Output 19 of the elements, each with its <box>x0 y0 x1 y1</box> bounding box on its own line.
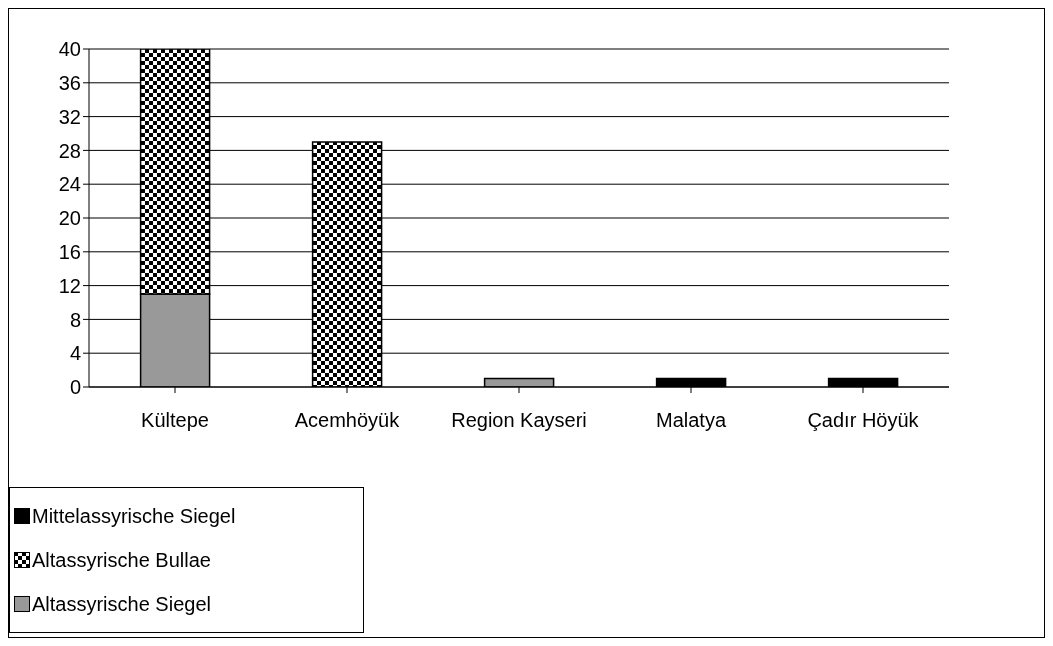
y-tick-label: 28 <box>58 139 81 162</box>
y-tick-label: 16 <box>58 240 81 263</box>
x-tick-label: Kültepe <box>141 409 209 432</box>
y-tick-label: 0 <box>69 376 81 399</box>
y-tick-label: 4 <box>69 342 81 365</box>
legend-label: Altassyrische Siegel <box>32 592 211 616</box>
y-tick-label: 8 <box>69 308 81 331</box>
y-tick-label: 40 <box>58 38 81 61</box>
x-tick-label: Çadır Höyük <box>807 409 920 432</box>
y-tick-label: 12 <box>58 274 81 297</box>
y-tick-label: 36 <box>58 71 81 94</box>
y-tick-label: 24 <box>58 173 81 196</box>
x-tick-label: Acemhöyük <box>294 409 401 432</box>
x-tick-label: Malatya <box>655 409 727 432</box>
legend-label: Mittelassyrische Siegel <box>32 504 236 528</box>
y-tick-label: 32 <box>58 105 81 128</box>
legend-label: Altassyrische Bullae <box>32 548 211 572</box>
y-tick-label: 20 <box>58 207 81 230</box>
x-tick-label: Region Kayseri <box>451 409 587 432</box>
